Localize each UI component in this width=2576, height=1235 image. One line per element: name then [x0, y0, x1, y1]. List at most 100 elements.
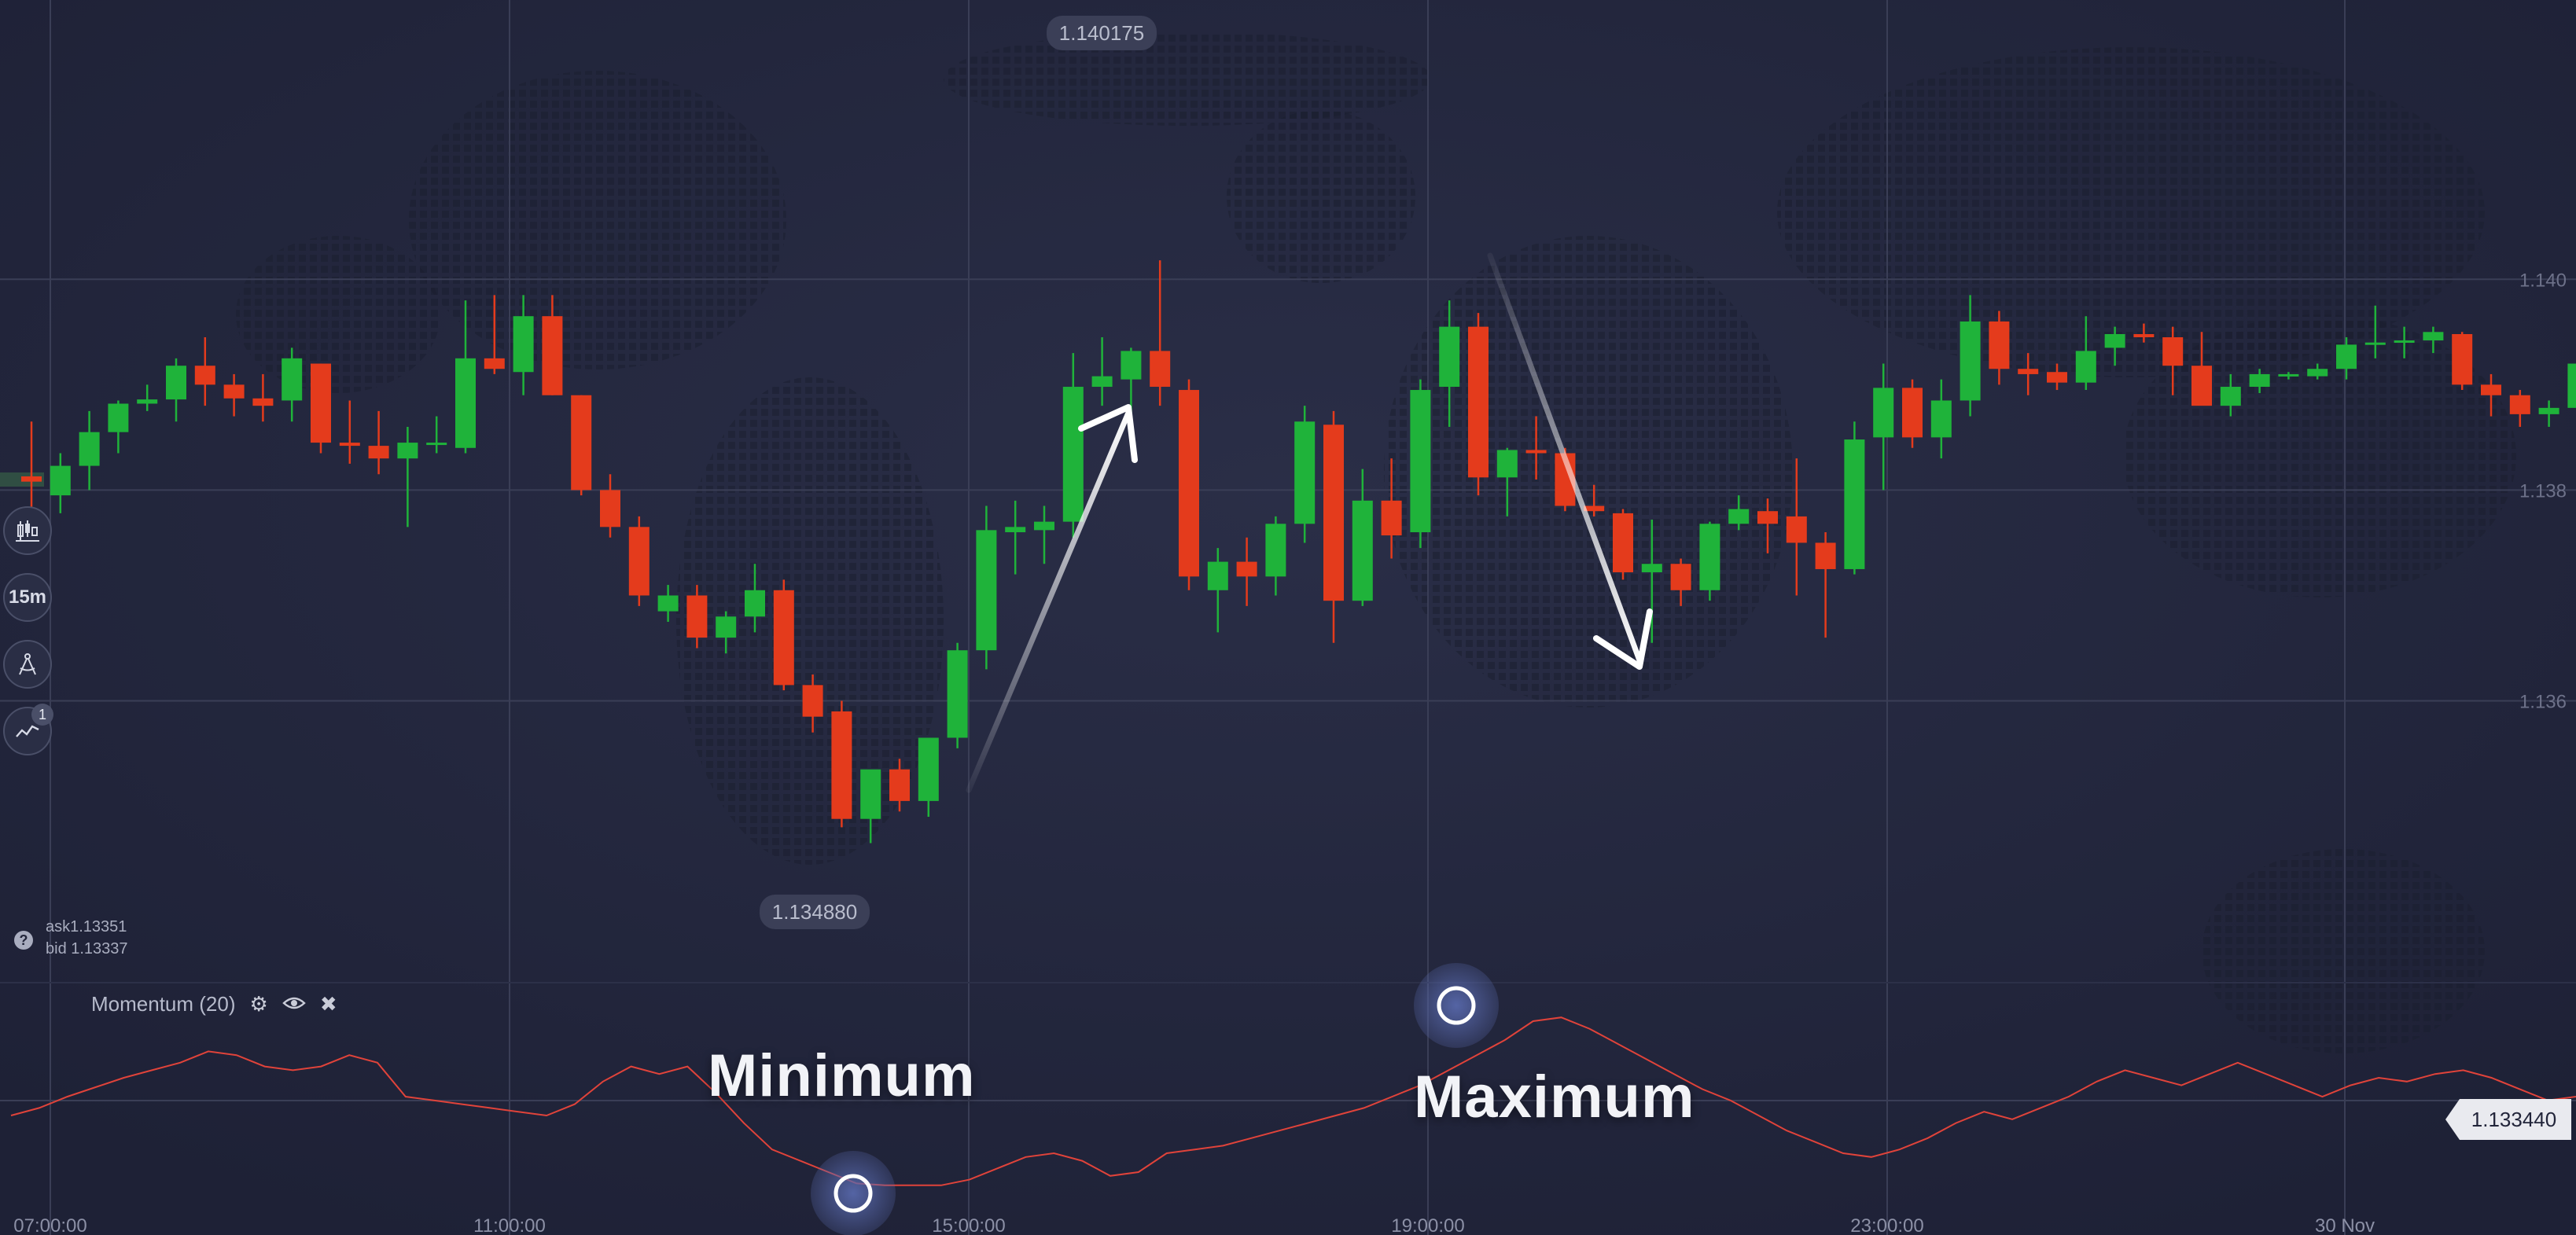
candle — [455, 300, 476, 454]
candle-body — [2538, 407, 2559, 414]
x-tick-label: 07:00:00 — [13, 1215, 86, 1235]
candle-body — [686, 595, 708, 638]
candle-body — [1091, 376, 1113, 388]
candle-body — [282, 358, 303, 401]
candle-body — [1844, 439, 1865, 569]
candle-body — [2018, 369, 2039, 374]
candle — [1844, 421, 1865, 575]
current-price-tag: 1.133440 — [2445, 1099, 2571, 1140]
candle — [108, 400, 129, 454]
candle — [1613, 509, 1633, 580]
minimum-marker — [811, 1151, 896, 1235]
candle — [339, 400, 360, 464]
candle — [1728, 495, 1750, 531]
candle — [571, 395, 592, 496]
up-arrow-shaft — [966, 410, 1132, 793]
candle-body — [1150, 351, 1171, 388]
candle-body — [2307, 369, 2328, 377]
candle — [2249, 369, 2270, 394]
candle-body — [1584, 505, 1605, 512]
question-icon[interactable]: ? — [14, 931, 33, 950]
eye-icon[interactable] — [282, 992, 306, 1016]
candle-body — [600, 490, 620, 527]
candle — [2567, 363, 2576, 408]
maximum-marker-glow — [1414, 963, 1499, 1048]
indicator-header: Momentum (20) ⚙ ✖ — [91, 992, 337, 1016]
candle-body — [368, 446, 389, 459]
candle-body — [831, 711, 852, 819]
candle — [1323, 410, 1344, 643]
map-blob — [2123, 314, 2516, 597]
candle — [50, 453, 71, 513]
candle — [1236, 537, 1257, 606]
y-tick-label: 1.136 — [2519, 692, 2567, 713]
candle — [1352, 469, 1373, 606]
candle — [1091, 337, 1113, 406]
chart-type-button[interactable] — [3, 506, 52, 555]
low-price-marker-text: 1.134880 — [772, 900, 857, 924]
candle — [2394, 326, 2415, 358]
indicators-button[interactable]: 1 — [3, 704, 53, 755]
candle — [947, 642, 968, 748]
up-arrow-head — [1078, 404, 1138, 463]
candle — [1121, 347, 1142, 417]
candle — [1902, 379, 1923, 448]
candle-body — [194, 366, 215, 385]
x-tick-label: 15:00:00 — [932, 1215, 1005, 1235]
annotation-markers: 1.140175 1.134880 — [760, 16, 1499, 1235]
candle-body — [1525, 450, 1547, 454]
candle-body — [976, 530, 997, 651]
candle-body — [108, 403, 129, 432]
candle — [1786, 458, 1807, 596]
candle-body — [1034, 521, 1054, 531]
candle — [252, 373, 274, 422]
maximum-marker-ring — [1437, 986, 1476, 1025]
candle — [484, 295, 505, 374]
candle-body — [1439, 326, 1460, 388]
candle-body — [2191, 366, 2212, 406]
map-blob — [1227, 110, 1415, 283]
candle — [773, 579, 794, 691]
candle-body — [1873, 388, 1894, 438]
candle-body — [1930, 400, 1952, 438]
high-price-marker-bg — [1047, 16, 1157, 50]
candle — [2018, 353, 2039, 395]
candle — [79, 410, 100, 491]
candle-body — [1121, 351, 1142, 380]
candle-body — [947, 650, 968, 738]
candle-body — [1381, 500, 1402, 536]
candle-body — [1641, 564, 1662, 572]
candle-body — [50, 465, 71, 496]
minimum-marker-glow — [811, 1151, 896, 1235]
candle-body — [860, 769, 881, 819]
candle-body — [1236, 561, 1257, 577]
candle-body — [21, 476, 42, 482]
gear-icon[interactable]: ⚙ — [249, 992, 268, 1016]
candle — [745, 564, 765, 633]
tick-labels: 1.140 1.138 1.136 07:00:00 11:00:00 15:00:00 1… — [13, 270, 2567, 1235]
drawing-tools-button[interactable] — [3, 640, 52, 689]
candle-body — [628, 527, 650, 596]
candle-body — [1960, 321, 1981, 401]
candle-body — [1786, 516, 1807, 543]
timeframe-button[interactable]: 15m — [3, 573, 52, 622]
candle-body — [252, 398, 274, 406]
candle — [397, 426, 418, 527]
candle — [1005, 500, 1026, 575]
candle — [2481, 373, 2501, 417]
candle — [166, 358, 186, 422]
trend-arrows — [966, 252, 1653, 793]
candle-body — [2162, 337, 2184, 366]
candle-body — [455, 358, 476, 448]
candle — [1207, 548, 1228, 633]
candle-body — [1179, 390, 1199, 577]
map-blob — [236, 236, 440, 393]
close-icon[interactable]: ✖ — [319, 992, 337, 1016]
candle-body — [542, 316, 563, 395]
bid-price: bid 1.13337 — [46, 940, 128, 957]
candle — [2191, 332, 2212, 406]
candle-body — [1815, 542, 1836, 569]
candle — [976, 505, 997, 670]
